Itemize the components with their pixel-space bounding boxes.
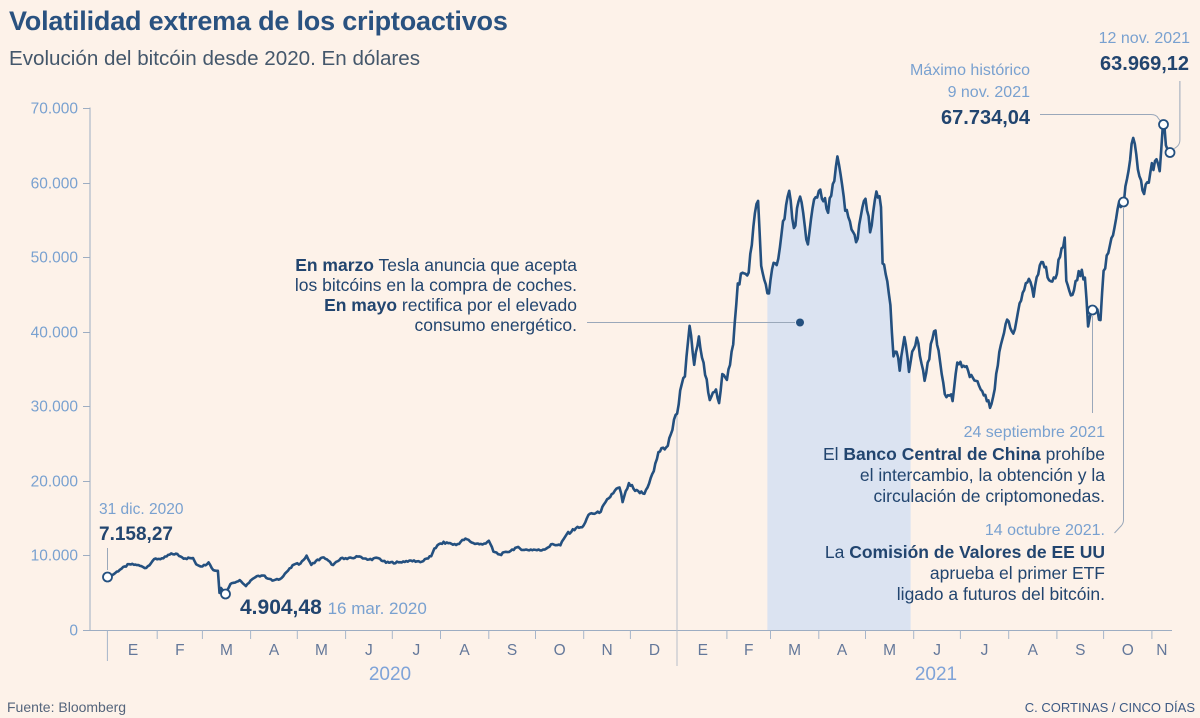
svg-text:O: O: [1122, 642, 1134, 659]
svg-text:J: J: [933, 642, 941, 659]
svg-text:N: N: [1156, 642, 1167, 659]
svg-text:E: E: [128, 642, 138, 659]
svg-text:S: S: [1075, 642, 1085, 659]
svg-text:20.000: 20.000: [31, 474, 79, 491]
svg-text:A: A: [269, 642, 280, 659]
svg-text:F: F: [175, 642, 184, 659]
svg-text:60.000: 60.000: [31, 176, 79, 193]
svg-text:M: M: [315, 642, 328, 659]
svg-text:M: M: [883, 642, 896, 659]
svg-text:E: E: [698, 642, 708, 659]
svg-text:O: O: [554, 642, 566, 659]
svg-text:0: 0: [69, 623, 78, 640]
svg-text:30.000: 30.000: [31, 399, 79, 416]
svg-text:M: M: [788, 642, 801, 659]
svg-text:10.000: 10.000: [31, 548, 79, 565]
svg-text:50.000: 50.000: [31, 250, 79, 267]
svg-text:2021: 2021: [915, 664, 957, 685]
svg-text:J: J: [413, 642, 421, 659]
svg-text:A: A: [1028, 642, 1039, 659]
svg-text:M: M: [220, 642, 233, 659]
svg-text:2020: 2020: [369, 664, 411, 685]
svg-text:D: D: [649, 642, 660, 659]
svg-text:70.000: 70.000: [31, 101, 79, 118]
svg-text:S: S: [507, 642, 517, 659]
svg-text:J: J: [365, 642, 373, 659]
svg-text:F: F: [744, 642, 753, 659]
svg-text:J: J: [981, 642, 989, 659]
svg-text:A: A: [837, 642, 848, 659]
svg-text:N: N: [601, 642, 612, 659]
svg-text:40.000: 40.000: [31, 325, 79, 342]
svg-text:A: A: [459, 642, 470, 659]
